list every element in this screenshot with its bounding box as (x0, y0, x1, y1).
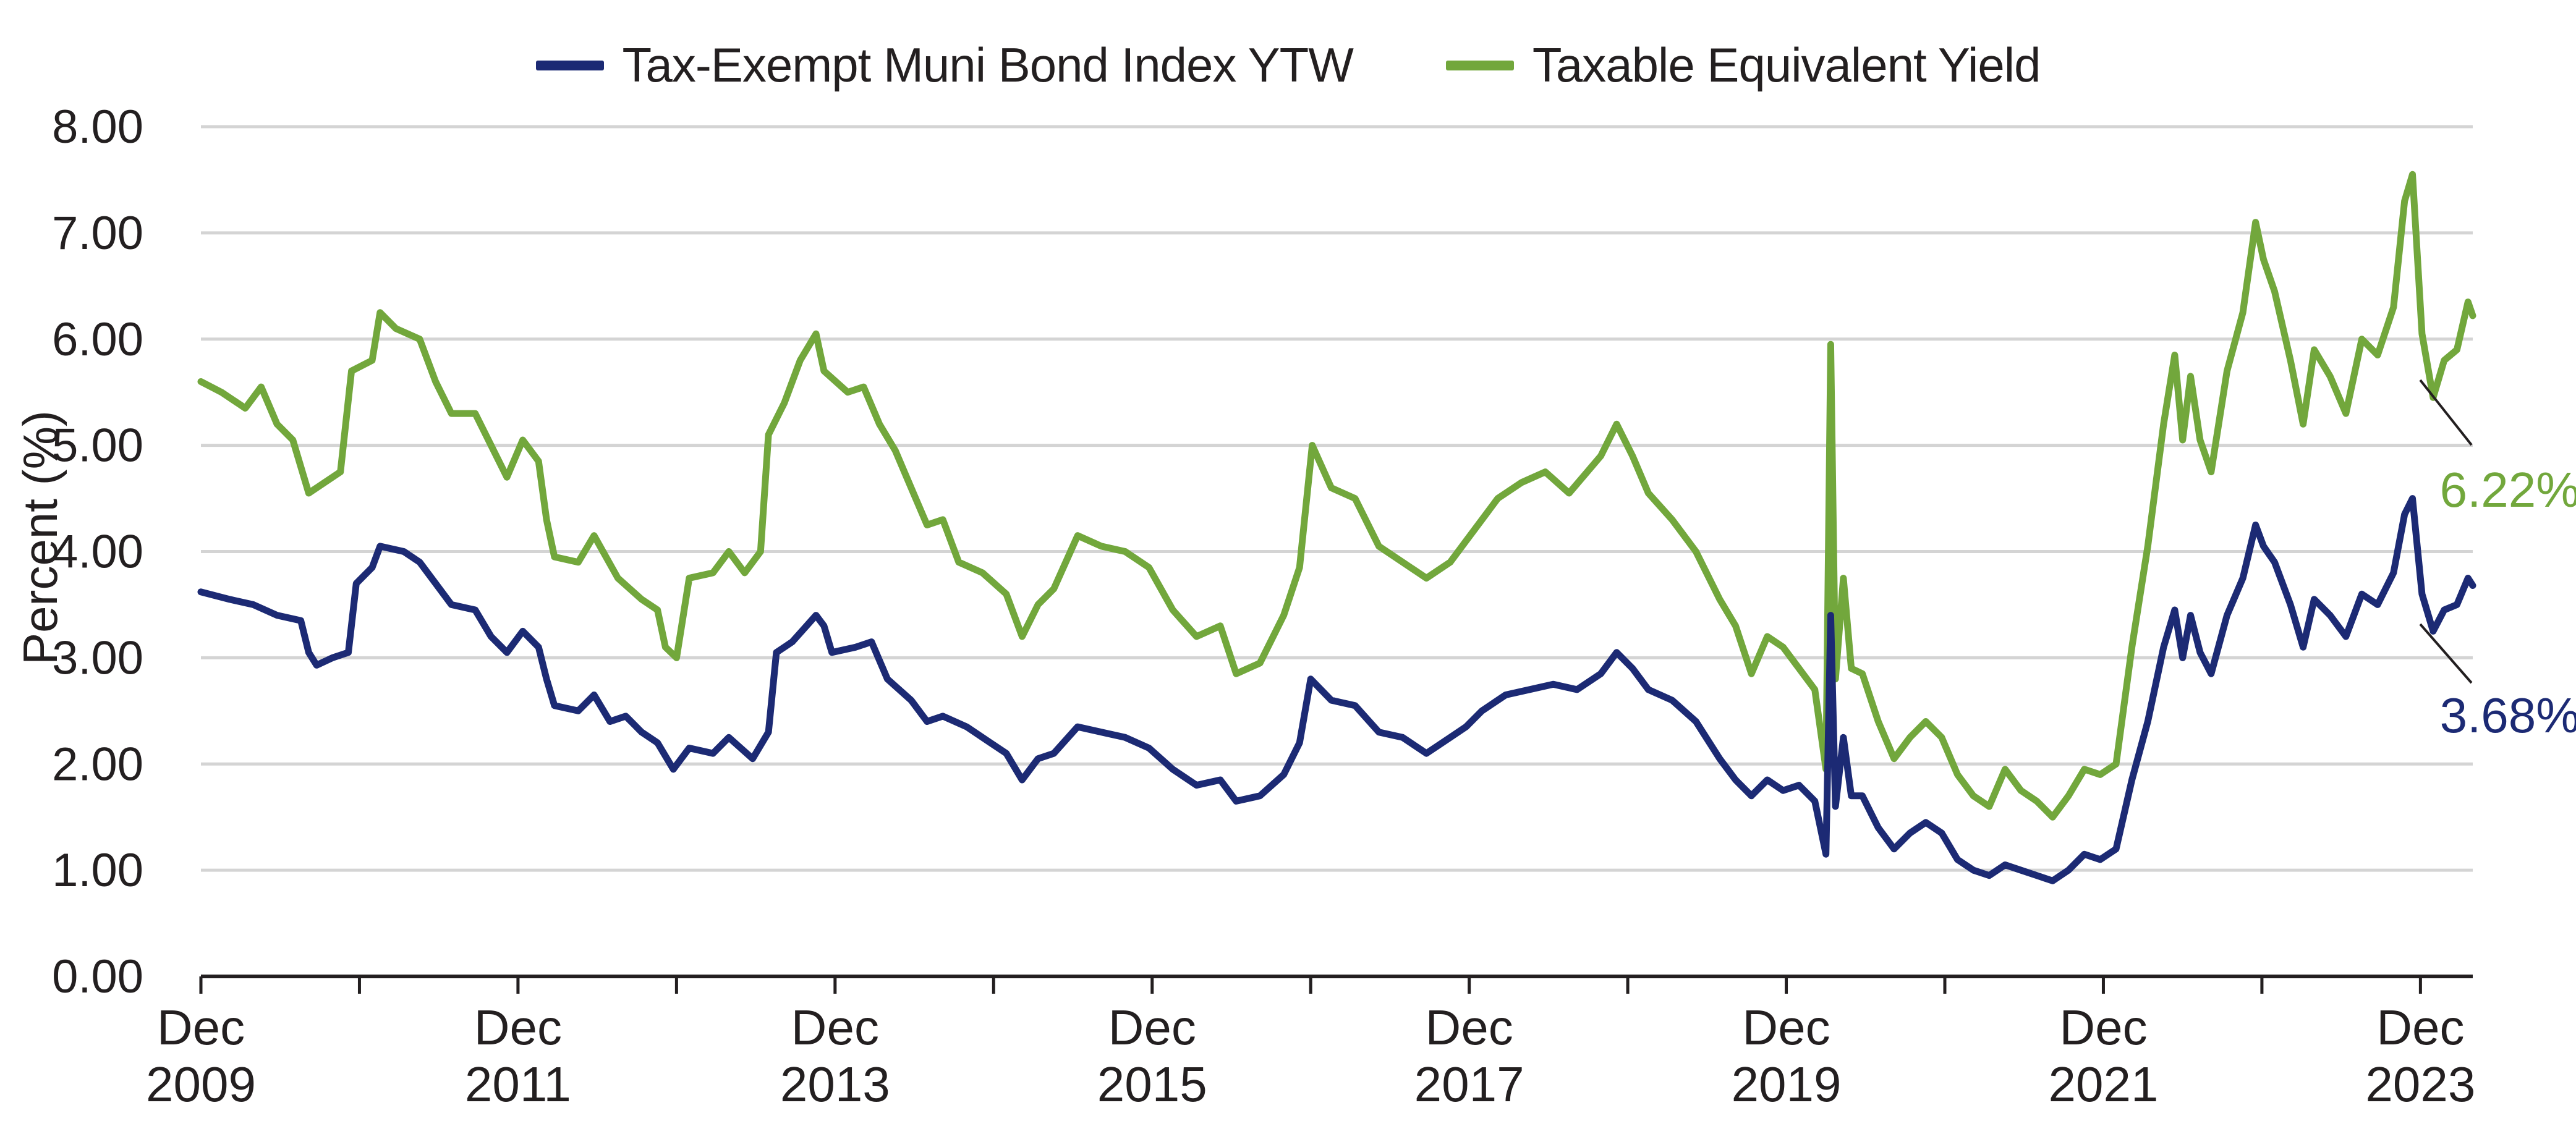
chart-legend: Tax-Exempt Muni Bond Index YTW Taxable E… (0, 37, 2576, 93)
y-tick-label: 6.00 (52, 313, 143, 366)
taxable-equivalent-leader-line (2419, 379, 2473, 446)
y-tick-label: 3.00 (52, 632, 143, 684)
y-tick-label: 0.00 (52, 950, 143, 1003)
legend-item-muni: Tax-Exempt Muni Bond Index YTW (535, 37, 1354, 93)
y-axis-tick-labels: 0.00 1.00 2.00 3.00 4.00 5.00 6.00 7.00 8.00 (52, 101, 143, 1003)
x-tick-label-month: Dec (1742, 1000, 1830, 1055)
x-tick-label-month: Dec (2376, 1000, 2464, 1055)
x-tick-label-month: Dec (2059, 1000, 2147, 1055)
x-tick-label-year: 2015 (1097, 1057, 1207, 1112)
x-tick-label-year: 2009 (146, 1057, 256, 1112)
x-tick-label-month: Dec (157, 1000, 245, 1055)
y-axis-label: Percent (%) (13, 410, 67, 665)
y-tick-label: 2.00 (52, 738, 143, 790)
y-tick-label: 5.00 (52, 420, 143, 472)
y-tick-label: 4.00 (52, 526, 143, 578)
x-tick-label-year: 2017 (1414, 1057, 1524, 1112)
taxable-equivalent-value-label: 6.22% (2440, 462, 2576, 517)
series-lines (197, 171, 2476, 884)
x-tick-label-year: 2023 (2365, 1057, 2475, 1112)
x-axis: Dec2009Dec2011Dec2013Dec2015Dec2017Dec20… (146, 975, 2475, 1112)
series-line-tax-exempt (197, 495, 2476, 884)
tax-exempt-value-label: 3.68% (2440, 688, 2576, 743)
end-annotations: 6.22% 3.68% (2419, 379, 2576, 743)
x-tick-label-year: 2011 (465, 1057, 571, 1112)
x-tick-label-year: 2013 (780, 1057, 890, 1112)
series-line-taxable-equivalent (197, 171, 2476, 821)
x-tick-label-month: Dec (474, 1000, 562, 1055)
legend-swatch-taxable (1445, 60, 1514, 70)
x-tick-label-year: 2019 (1732, 1057, 1842, 1112)
x-tick-label-month: Dec (1108, 1000, 1196, 1055)
x-tick-label-month: Dec (1426, 1000, 1513, 1055)
legend-label-muni: Tax-Exempt Muni Bond Index YTW (622, 38, 1354, 92)
x-tick-label-year: 2021 (2048, 1057, 2158, 1112)
y-tick-label: 1.00 (52, 844, 143, 897)
gridlines (201, 125, 2473, 872)
tax-exempt-leader-line (2419, 623, 2473, 684)
y-tick-label: 8.00 (52, 101, 143, 153)
y-tick-label: 7.00 (52, 207, 143, 260)
legend-label-taxable: Taxable Equivalent Yield (1532, 38, 2041, 92)
x-tick-label-month: Dec (791, 1000, 879, 1055)
legend-swatch-muni (535, 60, 604, 70)
legend-item-taxable: Taxable Equivalent Yield (1445, 37, 2041, 93)
